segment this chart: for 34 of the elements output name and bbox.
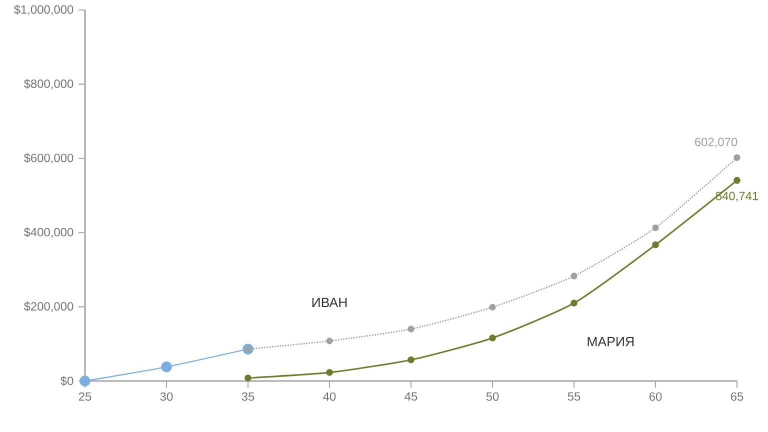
x-tick-label: 55 — [568, 392, 580, 401]
x-tick-label: 30 — [160, 392, 173, 401]
x-tick-label: 50 — [486, 392, 499, 401]
data-label: 602,070 — [695, 138, 738, 148]
point — [489, 304, 496, 310]
x-tick-label: 40 — [323, 392, 336, 401]
point — [734, 176, 740, 184]
point — [326, 338, 333, 344]
y-tick-label: $200,000 — [24, 302, 74, 312]
text: ИВАН — [312, 298, 347, 308]
text: МАРИЯ — [588, 337, 634, 346]
x-tick-label: 25 — [78, 392, 92, 401]
point — [570, 272, 578, 280]
x-tick-label: 60 — [649, 392, 662, 401]
point — [326, 369, 333, 376]
point — [570, 300, 578, 307]
point — [244, 374, 252, 382]
point — [408, 356, 414, 364]
point — [161, 362, 172, 372]
point — [408, 326, 414, 332]
y-tick-label: $1,000,000 — [14, 4, 74, 16]
point — [80, 376, 90, 386]
x-tick-label: 65 — [730, 392, 744, 401]
point — [652, 224, 659, 232]
data-label: 540,741 — [716, 192, 758, 202]
y-tick-label: $800,000 — [24, 79, 74, 90]
point — [652, 241, 659, 248]
x-tick-label: 45 — [404, 392, 418, 401]
y-tick-label: $0 — [60, 376, 74, 386]
point — [734, 154, 740, 161]
x-tick-label: 35 — [242, 392, 254, 401]
y-tick-label: $600,000 — [24, 153, 74, 164]
y-tick-label: $400,000 — [24, 227, 74, 238]
point — [489, 334, 496, 342]
